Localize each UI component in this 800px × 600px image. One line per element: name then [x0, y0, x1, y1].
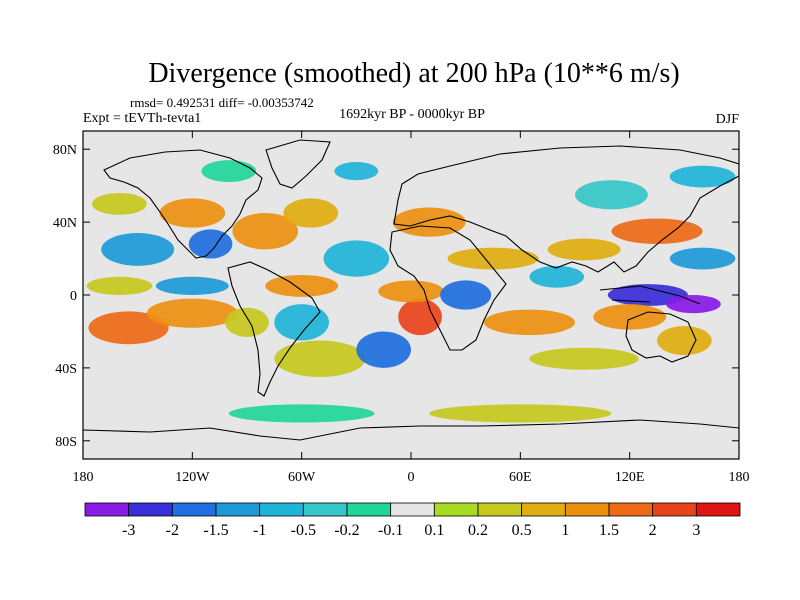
contour-region [483, 309, 575, 336]
contour-region [101, 233, 175, 266]
colorbar-label: 3 [692, 522, 700, 539]
contour-region [274, 340, 366, 377]
x-tick-label: 60W [288, 470, 316, 485]
stats-label: rmsd= 0.492531 diff= -0.00353742 [130, 95, 314, 110]
x-tick-label: 120E [615, 470, 645, 485]
coastline-south-america [227, 261, 321, 397]
contour-region [657, 325, 712, 356]
colorbar-label: -1 [253, 522, 266, 539]
contour-region [334, 161, 379, 181]
colorbar-box [564, 502, 610, 517]
contour-region [159, 198, 226, 228]
contour-region [611, 218, 703, 244]
colorbar-box [171, 502, 217, 517]
contour-region [398, 298, 442, 336]
contour-region [274, 304, 329, 341]
contour-region [283, 198, 339, 228]
colorbar-label: -0.1 [378, 522, 403, 539]
y-tick-label: 40S [55, 362, 77, 377]
colorbar-box [477, 502, 523, 517]
contour-region [92, 192, 147, 215]
contour-region [593, 304, 667, 330]
contour-region [440, 280, 492, 310]
colorbar-label: 0.1 [424, 522, 444, 539]
colorbar-box [128, 502, 173, 517]
colorbar-box [215, 502, 261, 517]
contour-region [155, 276, 229, 295]
experiment-label: Expt = tEVTh-tevta1 [83, 111, 201, 126]
colorbar-box [608, 502, 654, 517]
colorbar-box [302, 502, 348, 517]
colorbar-label: 1 [561, 522, 569, 539]
contour-region [575, 180, 648, 210]
y-tick-label: 80N [53, 143, 77, 158]
period-label: 1692kyr BP - 0000kyr BP [339, 107, 485, 122]
coastline-eurasia [393, 145, 739, 273]
colorbar-label: 1.5 [599, 522, 619, 539]
colorbar-box [695, 502, 741, 517]
colorbar-label: -0.5 [291, 522, 316, 539]
coastline-africa [389, 225, 507, 351]
contour-region [88, 311, 169, 345]
x-tick-label: 60E [509, 470, 532, 485]
map-axes: 180 120W 60W 0 60E 120E 180 80N 40N 0 40S 80S [53, 131, 750, 485]
colorbar-label: 2 [649, 522, 657, 539]
contour-region [447, 247, 539, 270]
contour-region [201, 160, 257, 183]
season-label: DJF [716, 112, 740, 127]
contour-region [265, 274, 339, 297]
contour-region [529, 347, 639, 370]
contour-region [146, 298, 238, 328]
x-tick-label: 180 [729, 470, 750, 485]
contour-region [86, 276, 153, 295]
contour-region [225, 307, 269, 337]
contour-region [323, 240, 390, 277]
colorbar-box [521, 502, 566, 517]
chart-title: Divergence (smoothed) at 200 hPa (10**6 … [148, 58, 679, 89]
coastline-greenland [265, 139, 331, 189]
contour-region [188, 229, 233, 259]
colorbar-label: 0.2 [468, 522, 488, 539]
divergence-field [86, 160, 736, 423]
y-tick-label: 80S [55, 435, 77, 450]
coastline-antarctica [83, 419, 739, 441]
colorbar-label: 0.5 [512, 522, 532, 539]
colorbar-box [390, 502, 435, 517]
colorbar-label: -0.2 [334, 522, 359, 539]
map-plot-area [82, 130, 740, 460]
y-tick-label: 0 [70, 289, 77, 304]
contour-region [378, 280, 444, 303]
contour-region [547, 238, 621, 261]
contour-region [429, 404, 612, 423]
contour-region [356, 331, 411, 368]
contour-region [232, 213, 299, 250]
colorbar-label: -3 [122, 522, 135, 539]
coastline-north-america [103, 149, 263, 259]
x-tick-label: 0 [408, 470, 415, 485]
coastline-maritime-continent [599, 285, 701, 305]
x-tick-label: 180 [73, 470, 94, 485]
contour-region [669, 247, 736, 270]
colorbar-box [346, 502, 392, 517]
contour-region [666, 295, 721, 314]
contour-region [529, 265, 585, 288]
contour-region [669, 165, 736, 188]
contour-region [228, 404, 375, 423]
colorbar-box [259, 502, 304, 517]
colorbar-box [433, 502, 479, 517]
contour-region [392, 207, 466, 237]
x-tick-label: 120W [175, 470, 210, 485]
colorbar-box [84, 502, 130, 517]
coastlines [83, 139, 739, 441]
colorbar: -3 -2 -1.5 -1 -0.5 -0.2 -0.1 0.1 0.2 0.5 1 1.5 2 3 [84, 502, 741, 539]
coastline-australia [625, 311, 697, 363]
colorbar-box [652, 502, 697, 517]
colorbar-label: -2 [166, 522, 179, 539]
y-tick-label: 40N [53, 216, 77, 231]
colorbar-label: -1.5 [203, 522, 228, 539]
